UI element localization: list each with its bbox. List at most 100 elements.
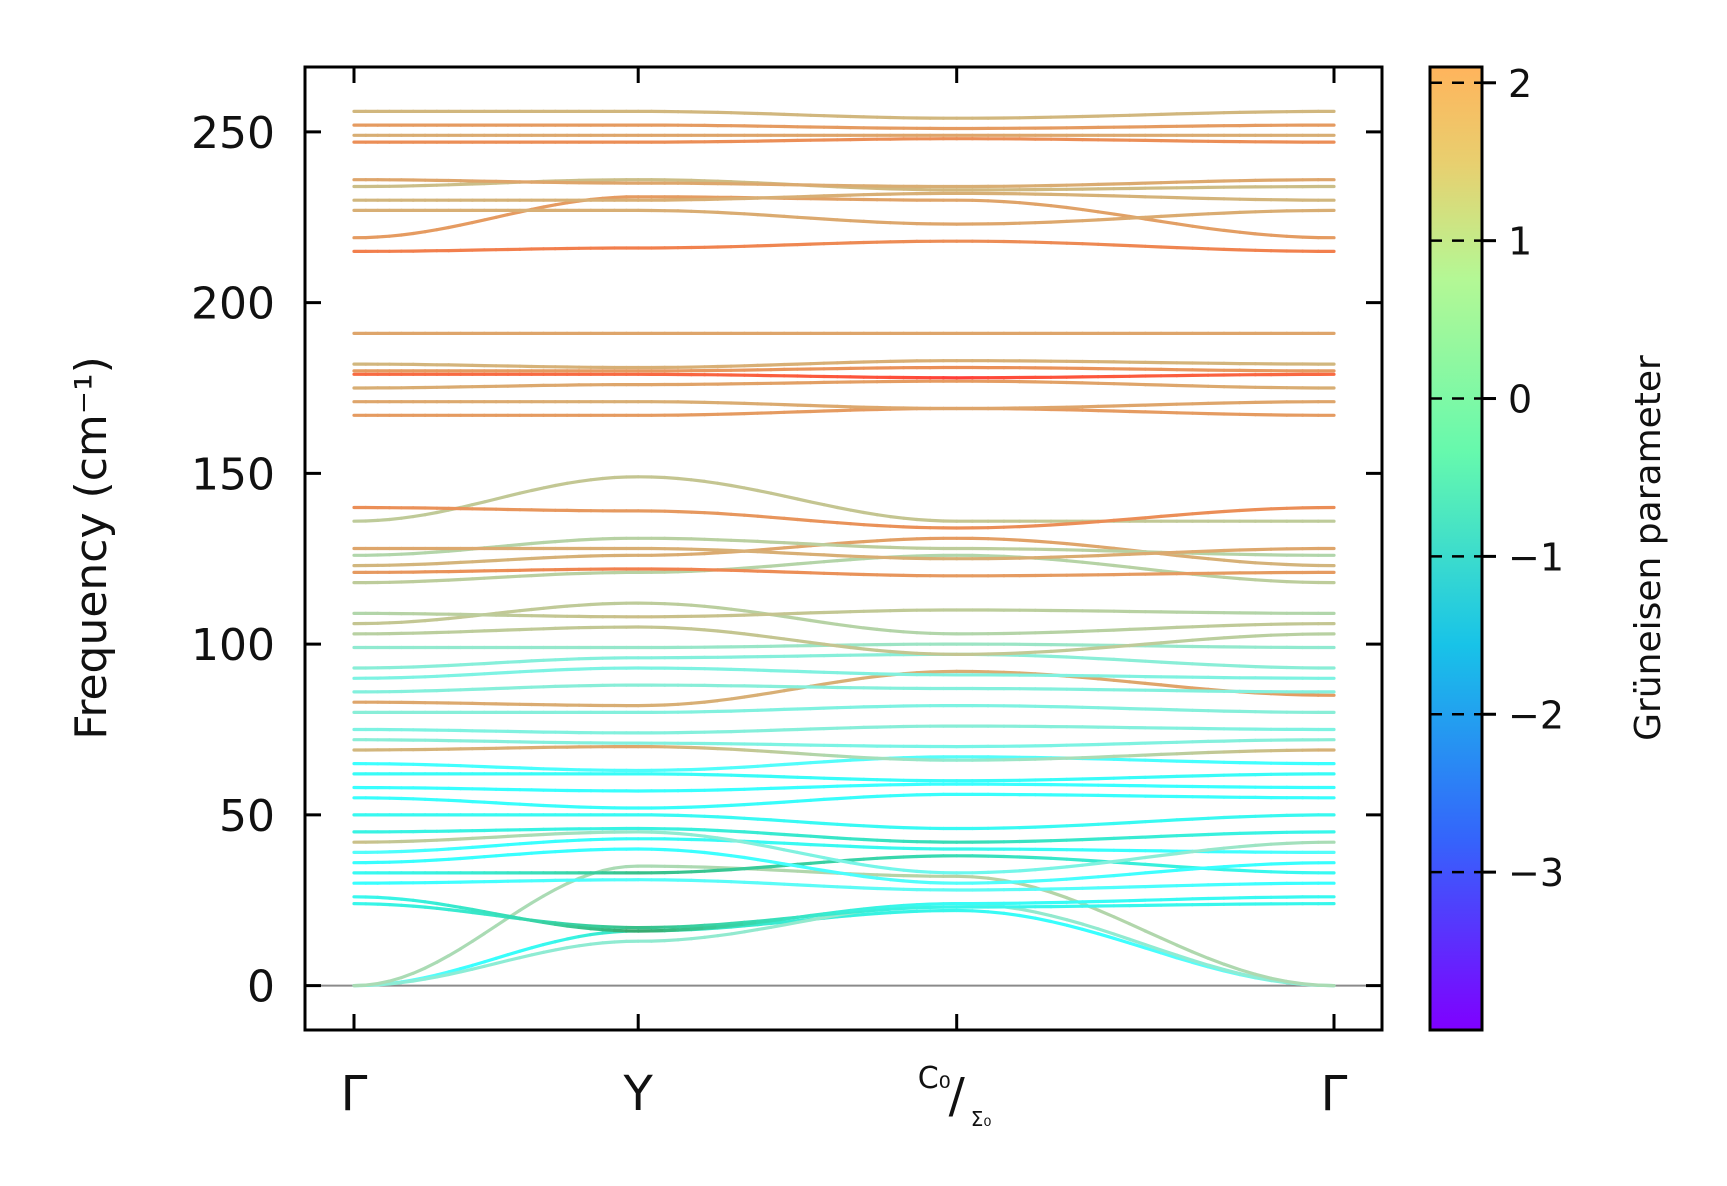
band-segment [1065, 205, 1085, 212]
band-segment [1112, 857, 1132, 864]
band-segment [482, 910, 498, 916]
band-segment [809, 403, 826, 408]
band-segment [1190, 866, 1210, 871]
band-segment [1049, 756, 1069, 761]
y-tick-label: 250 [191, 108, 275, 159]
band-segment [1096, 927, 1116, 936]
band-segment [541, 832, 557, 837]
band-segment [447, 967, 463, 974]
band-segment [795, 864, 813, 870]
band-segment [822, 553, 839, 558]
band-segment [482, 961, 498, 968]
band-segment [782, 614, 800, 621]
band-segment [1159, 410, 1179, 415]
band-segment [565, 603, 581, 608]
plot-frame [303, 65, 1384, 1032]
band-segment [1112, 885, 1132, 890]
band-segment [742, 922, 760, 928]
band-segment [1112, 836, 1132, 841]
band-segment [1253, 232, 1273, 237]
band-segment [822, 753, 839, 758]
band-segment [1206, 211, 1226, 216]
band-segment [1159, 213, 1179, 218]
band-segment [1175, 661, 1195, 666]
band-segment [1253, 578, 1273, 583]
band-segment [1080, 553, 1100, 558]
band-segment [1269, 579, 1289, 584]
band-segment [702, 814, 720, 819]
band-segment [663, 830, 680, 836]
band-segment [435, 837, 451, 842]
band-segment [689, 551, 707, 556]
band-segment [1049, 540, 1069, 546]
band-branch-27 [352, 601, 1336, 636]
band-segment [1127, 565, 1147, 571]
band-segment [1033, 555, 1053, 560]
band-segment [1127, 194, 1147, 199]
band-segment [782, 868, 800, 873]
band-segment [1206, 750, 1226, 755]
band-segment [411, 618, 427, 624]
band-segment [835, 822, 853, 827]
band-segment [1190, 750, 1210, 755]
band-segment [553, 604, 569, 609]
band-segment [928, 518, 946, 523]
band-branch-24 [352, 652, 1336, 670]
band-segment [1253, 633, 1273, 638]
band-segment [447, 798, 463, 803]
band-segment [809, 883, 826, 888]
band-segment [601, 195, 617, 200]
band-segment [1238, 749, 1258, 754]
band-segment [1175, 864, 1195, 870]
band-segment [577, 838, 593, 842]
band-segment [1159, 245, 1179, 250]
band-segment [459, 963, 474, 971]
band-segment [1049, 865, 1069, 871]
band-segment [411, 513, 427, 519]
band-segment [729, 630, 747, 636]
band-segment [1238, 664, 1258, 669]
band-segment [676, 831, 693, 837]
band-segment [1269, 506, 1289, 511]
band-segment [1175, 867, 1195, 872]
band-segment [482, 800, 498, 805]
band-segment [702, 925, 720, 930]
band-segment [518, 851, 534, 856]
band-segment [795, 798, 813, 803]
band-segment [1112, 936, 1132, 945]
band-segment [1269, 870, 1289, 874]
band-segment [769, 515, 786, 521]
band-segment [482, 215, 498, 222]
band-segment [970, 198, 990, 203]
band-segment [1080, 858, 1100, 863]
band-segment [447, 907, 463, 913]
band-segment [848, 907, 866, 913]
band-segment [565, 922, 581, 927]
band-segment [435, 674, 451, 678]
band-segment [1175, 953, 1195, 962]
band-segment [1159, 774, 1179, 779]
band-segment [482, 661, 498, 666]
band-segment [518, 556, 534, 561]
band-segment [809, 752, 826, 757]
band-segment [702, 850, 720, 856]
band-segment [1080, 656, 1100, 661]
band-segment [553, 804, 569, 809]
band-segment [742, 920, 760, 926]
band-segment [423, 900, 439, 906]
colorbar-tick-label: −2 [1508, 693, 1564, 737]
band-segment [529, 486, 546, 493]
band-segment [1127, 244, 1147, 248]
band-segment [1017, 855, 1037, 860]
band-segment [399, 551, 415, 556]
band-segment [1222, 749, 1242, 754]
band-segment [1175, 684, 1195, 690]
band-segment [601, 928, 617, 933]
band-segment [742, 212, 760, 217]
band-segment [577, 923, 593, 928]
band-segment [689, 510, 707, 515]
band-segment [1112, 627, 1132, 632]
band-segment [848, 872, 866, 879]
band-segment [769, 845, 786, 852]
band-segment [769, 410, 786, 415]
